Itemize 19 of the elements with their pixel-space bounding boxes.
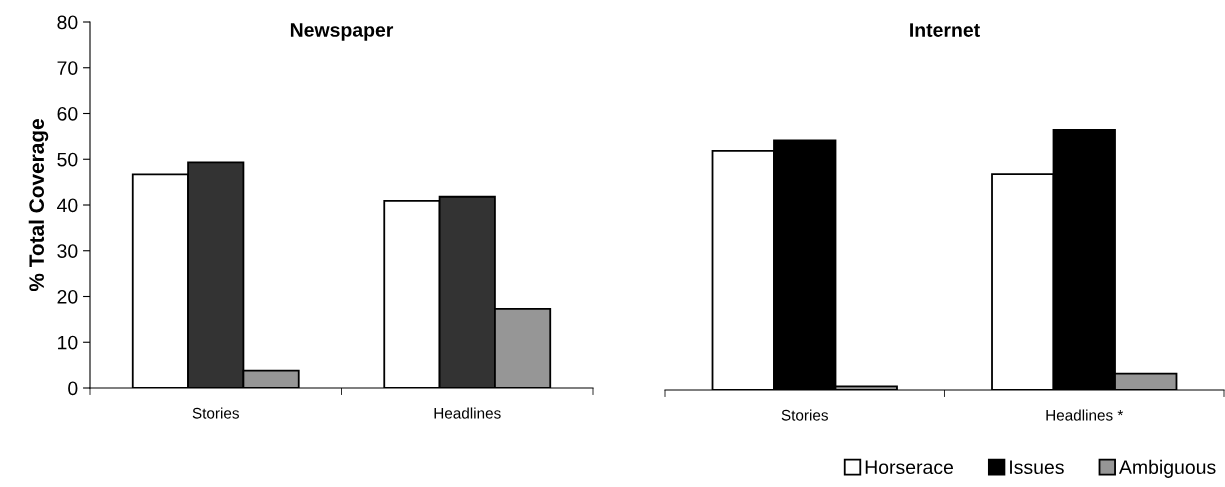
- y-tick-label: 30: [57, 244, 78, 258]
- y-tick-label: 50: [57, 152, 78, 167]
- y-tick-label: 60: [57, 106, 78, 121]
- chart-title: Newspaper: [290, 23, 394, 41]
- chart-title: Internet: [910, 23, 980, 37]
- y-tick-label: 20: [57, 289, 78, 304]
- x-tick-label: Stories: [781, 409, 828, 421]
- x-tick-label: Stories: [192, 407, 239, 419]
- legend-label: Horserace: [865, 460, 954, 475]
- x-tick-label: Headlines *: [1046, 409, 1124, 421]
- legend-label: Issues: [1010, 460, 1064, 475]
- y-tick-label: 70: [57, 61, 78, 75]
- x-tick-label: Headlines: [434, 407, 501, 419]
- y-axis-title: % Total Coverage: [28, 119, 49, 292]
- y-tick-label: 10: [58, 335, 78, 350]
- y-tick-label: 80: [57, 15, 78, 30]
- legend-label: Ambiguous: [1118, 459, 1216, 478]
- y-tick-label: 40: [57, 198, 78, 213]
- y-tick-label: 0: [68, 381, 78, 396]
